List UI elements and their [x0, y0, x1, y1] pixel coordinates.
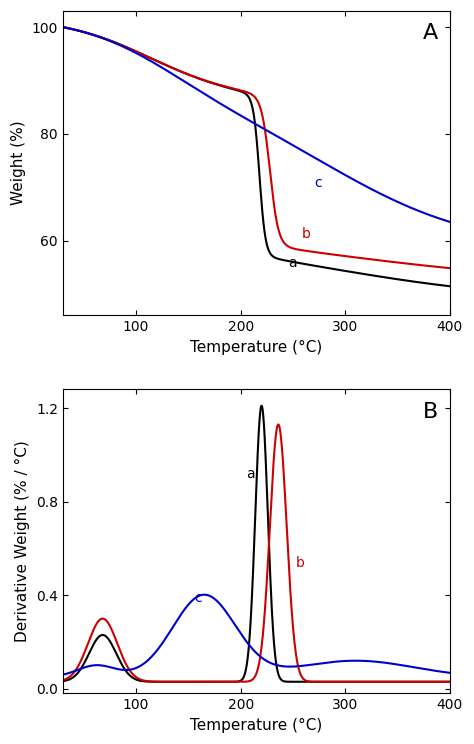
Text: b: b [296, 557, 305, 570]
Text: B: B [423, 402, 438, 422]
Text: A: A [423, 23, 438, 43]
Text: a: a [288, 256, 296, 270]
Text: c: c [195, 591, 202, 605]
Y-axis label: Derivative Weight (% / °C): Derivative Weight (% / °C) [16, 440, 30, 642]
Text: c: c [314, 176, 321, 190]
Text: b: b [301, 227, 310, 241]
Y-axis label: Weight (%): Weight (%) [11, 121, 26, 205]
X-axis label: Temperature (°C): Temperature (°C) [190, 339, 322, 355]
X-axis label: Temperature (°C): Temperature (°C) [190, 718, 322, 733]
Text: a: a [246, 467, 255, 481]
